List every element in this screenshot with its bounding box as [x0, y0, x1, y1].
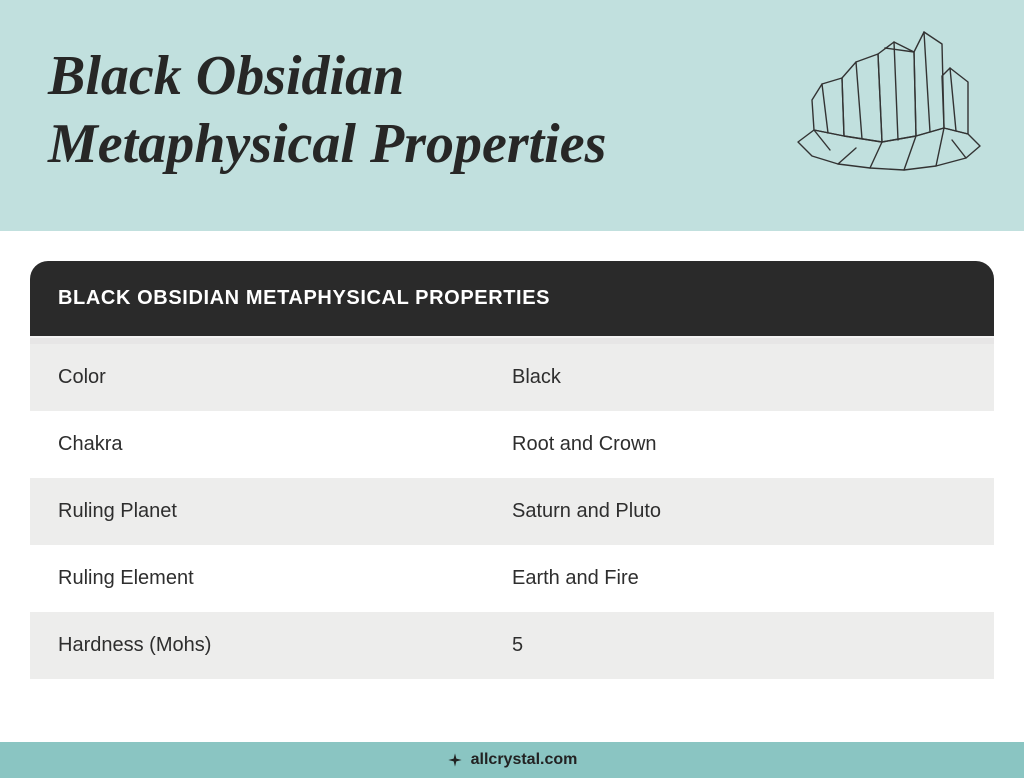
- table-row: Chakra Root and Crown: [30, 411, 994, 478]
- sparkle-icon: [447, 752, 463, 768]
- footer-text: allcrystal.com: [471, 751, 578, 769]
- title-line-2: Metaphysical Properties: [48, 113, 606, 175]
- row-value: Root and Crown: [512, 433, 966, 456]
- page-title: Black Obsidian Metaphysical Properties: [48, 42, 768, 179]
- crystal-cluster-icon: [786, 24, 986, 174]
- row-value: Earth and Fire: [512, 567, 966, 590]
- row-label: Color: [58, 366, 512, 389]
- card-container: BLACK OBSIDIAN METAPHYSICAL PROPERTIES C…: [0, 231, 1024, 679]
- row-label: Ruling Planet: [58, 500, 512, 523]
- row-value: 5: [512, 634, 966, 657]
- table-row: Hardness (Mohs) 5: [30, 612, 994, 679]
- hero-banner: Black Obsidian Metaphysical Properties: [0, 0, 1024, 231]
- card-divider: [30, 336, 994, 344]
- row-value: Saturn and Pluto: [512, 500, 966, 523]
- properties-card: BLACK OBSIDIAN METAPHYSICAL PROPERTIES C…: [30, 261, 994, 679]
- row-value: Black: [512, 366, 966, 389]
- table-row: Ruling Element Earth and Fire: [30, 545, 994, 612]
- row-label: Chakra: [58, 433, 512, 456]
- table-row: Color Black: [30, 344, 994, 411]
- row-label: Hardness (Mohs): [58, 634, 512, 657]
- card-header: BLACK OBSIDIAN METAPHYSICAL PROPERTIES: [30, 261, 994, 336]
- footer-bar: allcrystal.com: [0, 742, 1024, 778]
- title-line-1: Black Obsidian: [48, 45, 404, 107]
- row-label: Ruling Element: [58, 567, 512, 590]
- properties-rows: Color Black Chakra Root and Crown Ruling…: [30, 344, 994, 679]
- table-row: Ruling Planet Saturn and Pluto: [30, 478, 994, 545]
